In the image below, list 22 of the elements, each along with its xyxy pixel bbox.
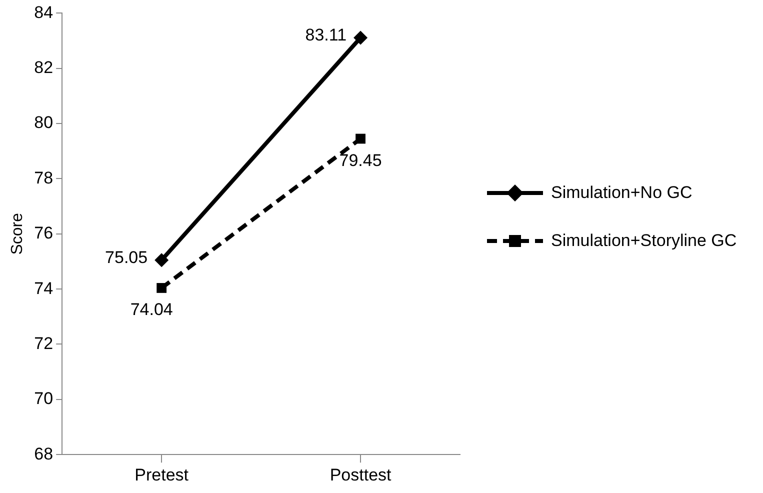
y-tick-label: 68 — [34, 444, 54, 464]
y-tick-label: 74 — [34, 278, 54, 298]
y-tick-label: 72 — [34, 334, 54, 353]
point — [354, 30, 368, 45]
x-tick-label: Posttest — [330, 465, 392, 484]
data-label: 83.11 — [305, 25, 347, 44]
y-tick-label: 78 — [34, 168, 54, 188]
data-label: 74.04 — [130, 300, 173, 320]
legend-label: Simulation+Storyline GC — [551, 230, 738, 252]
x-tick-label: Pretest — [134, 465, 189, 484]
y-tick-label: 76 — [34, 224, 54, 243]
point — [154, 253, 169, 268]
legend-label: Simulation+No GC — [551, 182, 694, 204]
y-tick-label: 70 — [34, 389, 54, 408]
data-label: 75.05 — [105, 248, 148, 267]
point — [356, 134, 366, 144]
y-tick-label: 84 — [34, 2, 54, 22]
y-tick-label: 82 — [34, 58, 54, 78]
point — [156, 283, 167, 293]
y-tick-label: 80 — [34, 113, 54, 132]
data-label: 79.45 — [339, 150, 382, 170]
y-axis-title: Score — [9, 212, 26, 255]
